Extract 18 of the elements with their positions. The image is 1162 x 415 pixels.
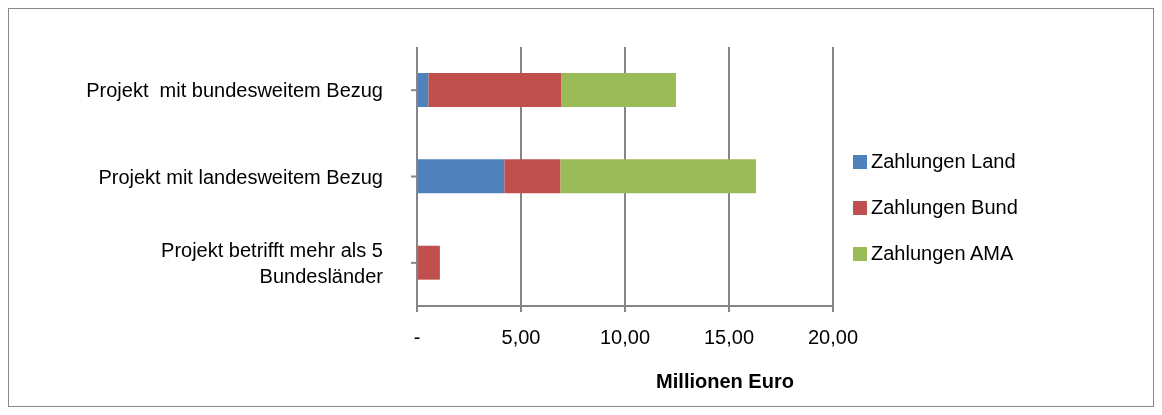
x-axis-title: Millionen Euro [656,370,794,392]
y-tick-label: Projekt mit bundesweitem Bezug [86,79,383,102]
x-tick-label: - [413,326,421,349]
x-tick-label: 20,00 [807,326,859,349]
bar [561,73,676,107]
bar [560,159,757,194]
y-tick-label: Projekt mit landesweitem Bezug [98,165,383,188]
x-tick-label: 15,00 [703,326,755,349]
x-tick-label: 5,00 [501,326,541,349]
legend-label: Zahlungen Land [871,150,1016,173]
bar [428,73,562,107]
bar [417,159,505,194]
bar [504,159,561,194]
legend-label: Zahlungen AMA [871,242,1014,265]
y-tick-label: Projekt betrifft mehr als 5 Bundesländer [161,238,384,287]
legend-label: Zahlungen Bund [871,196,1018,219]
x-tick-label: 10,00 [599,326,651,349]
bar [417,245,440,280]
